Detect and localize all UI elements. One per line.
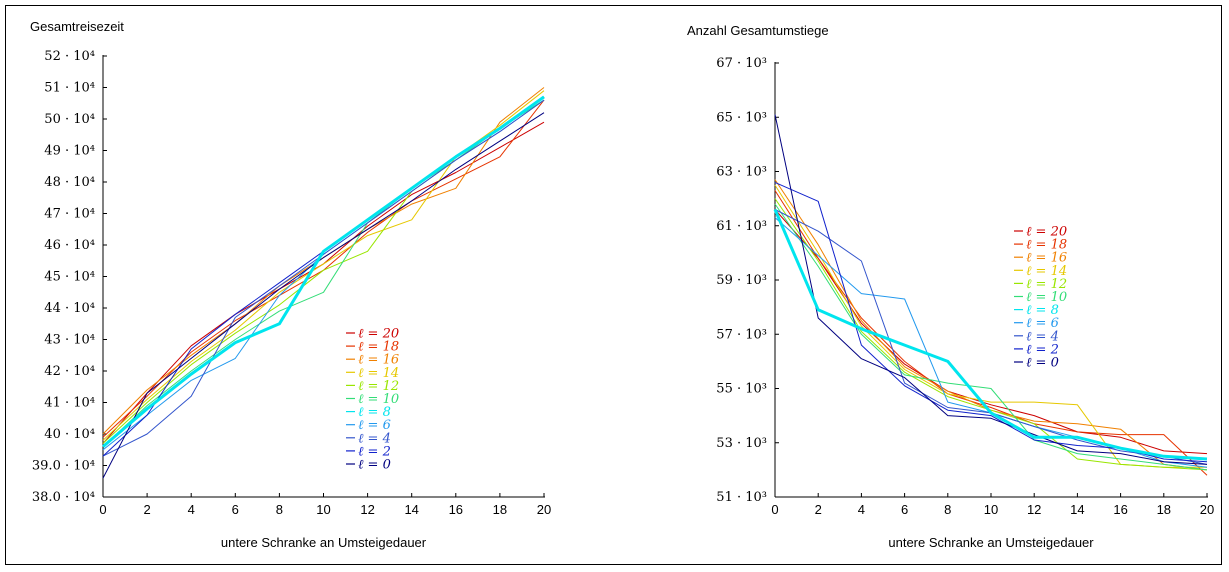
legend-label: ℓ = 20: [1026, 225, 1067, 240]
series-line-10: [774, 203, 1208, 471]
chart-panel-2: Anzahl Gesamtumstiege 0 2 4 6 8 10 12 14 16 18 20 51…: [687, 23, 1214, 550]
legend-label: ℓ = 4: [1026, 329, 1059, 344]
y-tick-label: 52 · 10⁴: [44, 49, 95, 64]
x-tick-label: 0: [771, 502, 778, 517]
x-tick-label: 12: [360, 502, 374, 517]
y-tick-label: 46 · 10⁴: [44, 238, 95, 253]
series-line-12: [774, 198, 1208, 471]
legend-label: ℓ = 2: [1026, 342, 1059, 357]
x-tick-label: 6: [232, 502, 239, 517]
y-tick-label: 61 · 10³: [716, 219, 767, 234]
legend-label: ℓ = 16: [1026, 251, 1067, 266]
x-tick-label: 8: [276, 502, 283, 517]
y-tick-label: 63 · 10³: [716, 165, 767, 180]
x-tick-label: 4: [858, 502, 865, 517]
legend-label: ℓ = 14: [358, 366, 399, 381]
series-line-4: [774, 209, 1208, 465]
legend-label: ℓ = 10: [358, 392, 399, 407]
series-line-18: [102, 99, 545, 438]
y-tick-label: 51 · 10³: [716, 490, 767, 505]
legend-label: ℓ = 8: [358, 405, 391, 420]
y-tick-label: 53 · 10³: [716, 436, 767, 451]
series-line-2: [774, 181, 1208, 463]
x-axis-label: untere Schranke an Umsteigedauer: [888, 535, 1094, 550]
legend-label: ℓ = 16: [358, 353, 399, 368]
legend-label: ℓ = 2: [358, 444, 391, 459]
x-tick-label: 12: [1027, 502, 1041, 517]
legend-label: ℓ = 6: [1026, 316, 1059, 331]
x-tick-label: 18: [493, 502, 507, 517]
y-tick-label: 49 · 10⁴: [44, 144, 95, 159]
chart-title: Gesamtreisezeit: [30, 19, 124, 34]
series-line-0: [774, 114, 1208, 465]
y-tick-label: 40 · 10⁴: [44, 427, 95, 442]
x-axis-label: untere Schranke an Umsteigedauer: [221, 535, 427, 550]
x-tick-label: 2: [815, 502, 822, 517]
series-line-8: [773, 208, 1208, 461]
chart-title: Anzahl Gesamtumstiege: [687, 23, 829, 38]
x-tick-label: 16: [449, 502, 463, 517]
x-tick-label: 14: [404, 502, 418, 517]
series-line-10: [102, 99, 545, 447]
x-tick-label: 20: [537, 502, 551, 517]
x-tick-label: 16: [1113, 502, 1127, 517]
legend-label: ℓ = 12: [1026, 277, 1067, 292]
series-line-6: [102, 99, 545, 451]
x-tick-label: 4: [188, 502, 195, 517]
x-tick-label: 8: [944, 502, 951, 517]
y-tick-label: 55 · 10³: [716, 382, 767, 397]
y-tick-label: 47 · 10⁴: [44, 207, 95, 222]
x-tick-label: 18: [1157, 502, 1171, 517]
x-tick-label: 10: [316, 502, 330, 517]
series-line-18: [774, 190, 1208, 476]
y-tick-label: 50 · 10⁴: [44, 112, 95, 127]
x-tick-label: 0: [99, 502, 106, 517]
x-tick-label: 10: [984, 502, 998, 517]
y-tick-label: 57 · 10³: [716, 327, 767, 342]
x-tick-label: 20: [1200, 502, 1214, 517]
y-tick-label: 43 · 10⁴: [44, 333, 95, 348]
y-tick-label: 39.0 · 10⁴: [32, 459, 95, 474]
legend: ℓ = 20ℓ = 18ℓ = 16ℓ = 14ℓ = 12ℓ = 10ℓ = …: [346, 327, 399, 473]
legend-label: ℓ = 4: [358, 431, 391, 446]
series-line-2: [102, 96, 545, 457]
legend-label: ℓ = 20: [358, 327, 399, 342]
series-line-20: [102, 121, 545, 444]
legend-label: ℓ = 10: [1026, 290, 1067, 305]
legend-label: ℓ = 14: [1026, 264, 1067, 279]
y-tick-label: 45 · 10⁴: [44, 270, 95, 285]
y-tick-label: 67 · 10³: [716, 56, 767, 71]
x-tick-label: 6: [901, 502, 908, 517]
x-tick-label: 2: [143, 502, 150, 517]
series-line-0: [102, 112, 545, 479]
legend: ℓ = 20ℓ = 18ℓ = 16ℓ = 14ℓ = 12ℓ = 10ℓ = …: [1014, 225, 1067, 371]
series-line-6: [774, 217, 1208, 468]
series-line-16: [774, 179, 1208, 471]
legend-label: ℓ = 0: [1026, 356, 1059, 371]
legend-label: ℓ = 18: [358, 340, 399, 355]
y-tick-label: 59 · 10³: [716, 273, 767, 288]
legend-label: ℓ = 12: [358, 379, 399, 394]
x-tick-label: 14: [1070, 502, 1084, 517]
legend-label: ℓ = 18: [1026, 238, 1067, 253]
y-tick-label: 51 · 10⁴: [44, 81, 95, 96]
chart-panel-1: Gesamtreisezeit 0 2 4 6 8 10 12 14 16 18 20 38.0 · 1…: [30, 19, 551, 550]
legend-label: ℓ = 6: [358, 418, 391, 433]
y-tick-label: 65 · 10³: [716, 110, 767, 125]
legend-label: ℓ = 0: [358, 458, 391, 473]
figure-frame: [5, 5, 1222, 565]
y-tick-label: 41 · 10⁴: [44, 396, 95, 411]
y-tick-label: 44 · 10⁴: [44, 301, 95, 316]
series-line-4: [102, 99, 545, 457]
series-line-8: [102, 95, 545, 448]
y-tick-label: 42 · 10⁴: [44, 364, 95, 379]
y-tick-label: 48 · 10⁴: [44, 175, 95, 190]
series-line-14: [774, 184, 1207, 468]
y-tick-label: 38.0 · 10⁴: [32, 490, 95, 505]
legend-label: ℓ = 8: [1026, 303, 1059, 318]
